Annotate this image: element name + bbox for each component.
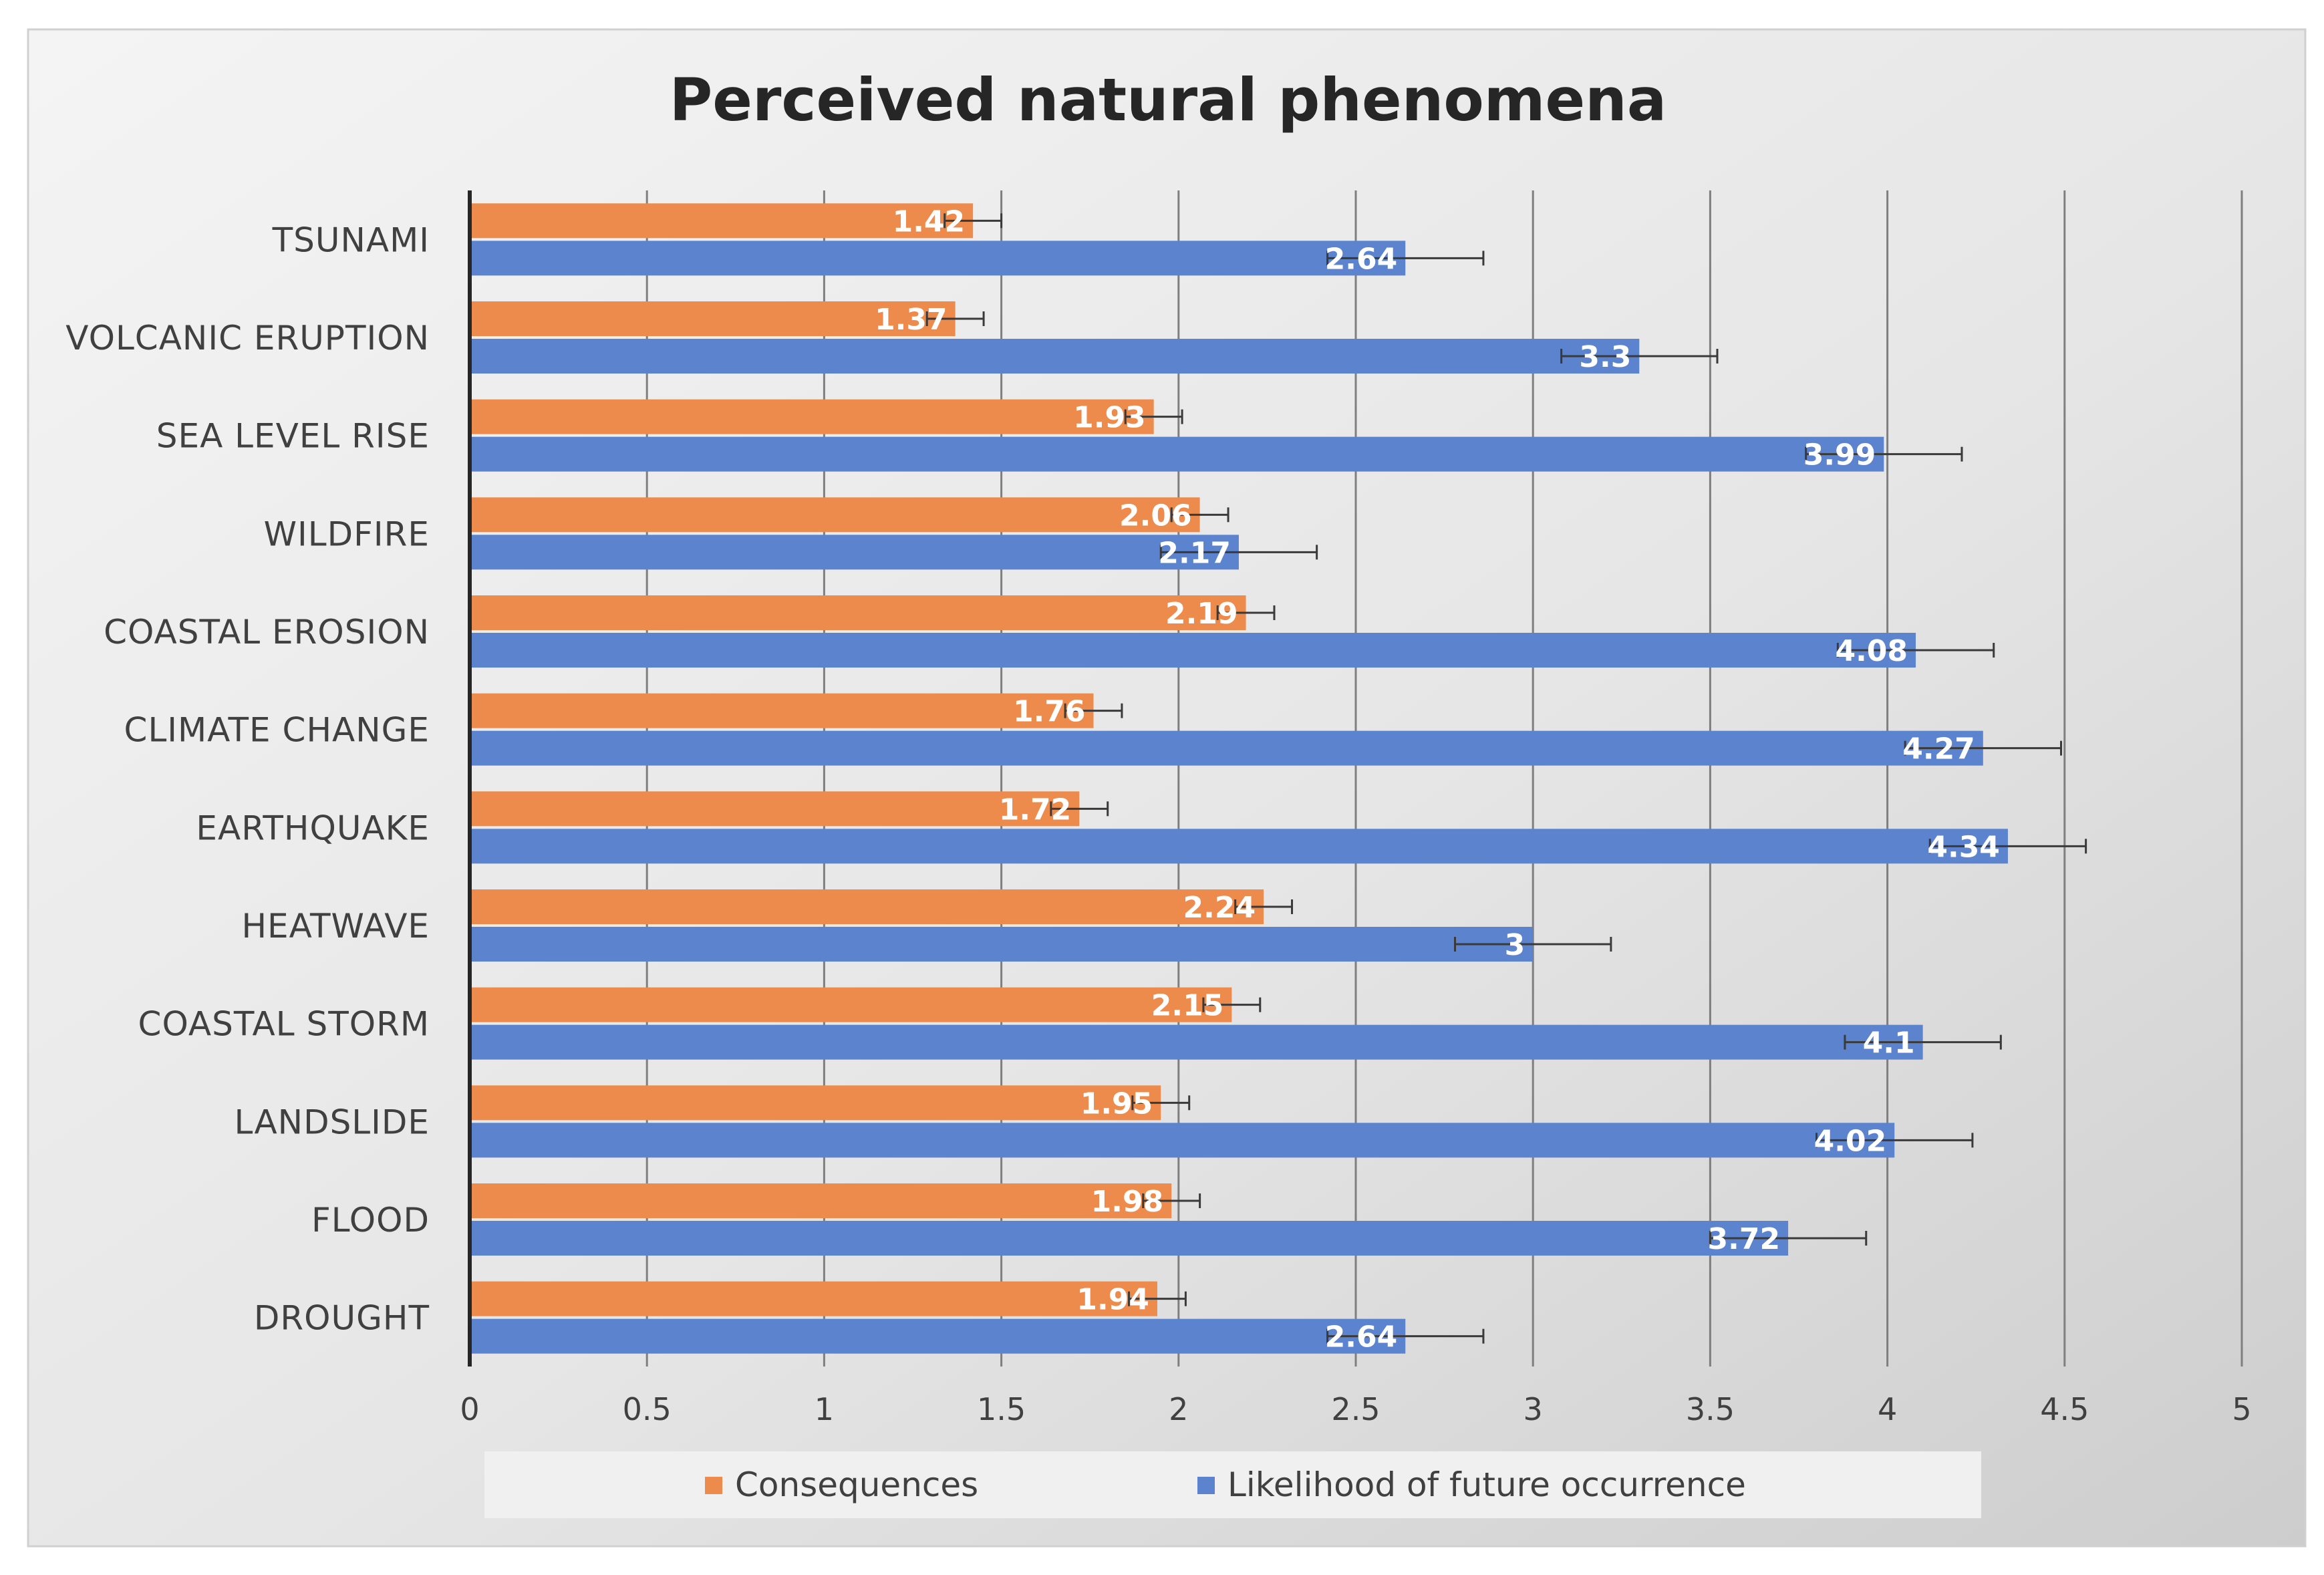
x-tick-label: 1 bbox=[815, 1391, 834, 1427]
category-label: TSUNAMI bbox=[272, 221, 430, 259]
x-tick-label: 0.5 bbox=[623, 1391, 672, 1427]
legend-label: Likelihood of future occurrence bbox=[1227, 1465, 1746, 1504]
data-label: 4.27 bbox=[1902, 732, 1975, 766]
bar-consequences bbox=[472, 889, 1264, 924]
legend-swatch bbox=[1197, 1477, 1215, 1494]
data-label: 2.64 bbox=[1325, 242, 1398, 276]
x-tick-label: 3 bbox=[1523, 1391, 1543, 1427]
data-label: 1.37 bbox=[875, 303, 948, 337]
data-label: 2.64 bbox=[1325, 1320, 1398, 1354]
data-label: 1.95 bbox=[1080, 1087, 1153, 1121]
category-label: EARTHQUAKE bbox=[196, 809, 430, 847]
data-label: 2.15 bbox=[1151, 989, 1224, 1023]
bar-likelihood bbox=[472, 730, 1983, 766]
category-label: DROUGHT bbox=[254, 1299, 430, 1338]
category-label: COASTAL EROSION bbox=[104, 613, 430, 652]
bar-consequences bbox=[472, 1281, 1157, 1316]
x-tick-label: 2.5 bbox=[1331, 1391, 1380, 1427]
data-label: 1.93 bbox=[1073, 401, 1146, 435]
data-label: 2.19 bbox=[1165, 597, 1238, 631]
chart-title: Perceived natural phenomena bbox=[670, 65, 1666, 134]
bar-likelihood bbox=[472, 535, 1239, 570]
data-label: 1.72 bbox=[999, 793, 1072, 827]
x-tick-label: 3.5 bbox=[1686, 1391, 1735, 1427]
bar-consequences bbox=[472, 595, 1246, 630]
data-label: 4.1 bbox=[1863, 1026, 1915, 1060]
bar-consequences bbox=[472, 693, 1094, 728]
category-label: COASTAL STORM bbox=[138, 1005, 430, 1044]
category-label: CLIMATE CHANGE bbox=[124, 711, 430, 750]
data-label: 4.08 bbox=[1835, 634, 1908, 668]
data-label: 1.94 bbox=[1076, 1283, 1149, 1317]
x-tick-label: 2 bbox=[1169, 1391, 1188, 1427]
bar-consequences bbox=[472, 497, 1200, 533]
bar-consequences bbox=[472, 1085, 1161, 1121]
x-tick-label: 1.5 bbox=[977, 1391, 1026, 1427]
category-label: HEATWAVE bbox=[241, 907, 430, 946]
data-label: 4.02 bbox=[1814, 1124, 1887, 1158]
category-label: FLOOD bbox=[311, 1201, 430, 1240]
data-label: 2.24 bbox=[1183, 891, 1256, 925]
data-label: 3.99 bbox=[1803, 438, 1876, 472]
data-label: 1.98 bbox=[1091, 1185, 1164, 1219]
bar-likelihood bbox=[472, 1123, 1895, 1158]
bar-likelihood bbox=[472, 1318, 1406, 1354]
x-tick-label: 0 bbox=[460, 1391, 479, 1427]
bar-consequences bbox=[472, 301, 956, 336]
bar-likelihood bbox=[472, 927, 1534, 962]
category-label: SEA LEVEL RISE bbox=[156, 417, 430, 456]
bar-consequences bbox=[472, 791, 1080, 827]
category-label: VOLCANIC ERUPTION bbox=[65, 319, 430, 357]
bar-likelihood bbox=[472, 1024, 1923, 1060]
category-label: WILDFIRE bbox=[264, 515, 430, 553]
data-label: 4.34 bbox=[1927, 830, 2000, 864]
data-label: 3.72 bbox=[1708, 1222, 1781, 1256]
x-tick-label: 4.5 bbox=[2040, 1391, 2089, 1427]
legend-swatch bbox=[705, 1477, 722, 1494]
bar-consequences bbox=[472, 399, 1154, 434]
bar-likelihood bbox=[472, 829, 2008, 864]
x-tick-label: 4 bbox=[1878, 1391, 1897, 1427]
bar-consequences bbox=[472, 987, 1232, 1022]
chart-background bbox=[27, 28, 2307, 1548]
bar-consequences bbox=[472, 1183, 1172, 1218]
bar-likelihood bbox=[472, 1221, 1789, 1256]
bar-likelihood bbox=[472, 339, 1640, 374]
data-label: 2.17 bbox=[1158, 536, 1231, 570]
data-label: 1.42 bbox=[893, 204, 966, 239]
bar-consequences bbox=[472, 203, 974, 239]
bar-likelihood bbox=[472, 436, 1884, 472]
legend bbox=[484, 1451, 1981, 1518]
legend-label: Consequences bbox=[735, 1465, 978, 1504]
data-label: 3.3 bbox=[1579, 340, 1631, 374]
category-label: LANDSLIDE bbox=[234, 1103, 430, 1141]
bar-likelihood bbox=[472, 241, 1406, 276]
x-tick-label: 5 bbox=[2232, 1391, 2251, 1427]
data-label: 2.06 bbox=[1119, 498, 1192, 533]
data-label: 1.76 bbox=[1013, 695, 1086, 729]
data-label: 3 bbox=[1505, 928, 1526, 962]
bar-likelihood bbox=[472, 633, 1916, 668]
